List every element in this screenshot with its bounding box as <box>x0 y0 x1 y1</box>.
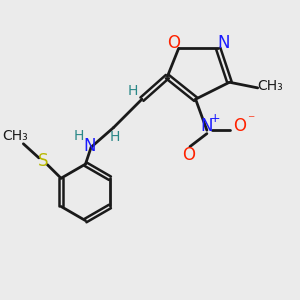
Text: CH₃: CH₃ <box>257 80 283 94</box>
Text: H: H <box>128 84 138 98</box>
Text: O: O <box>167 34 180 52</box>
Text: S: S <box>38 152 48 170</box>
Text: H: H <box>110 130 120 144</box>
Text: N: N <box>201 117 213 135</box>
Text: N: N <box>217 34 230 52</box>
Text: H: H <box>74 129 85 143</box>
Text: O: O <box>233 117 246 135</box>
Text: ⁻: ⁻ <box>247 113 254 128</box>
Text: +: + <box>210 112 221 125</box>
Text: CH₃: CH₃ <box>2 129 28 143</box>
Text: O: O <box>182 146 195 164</box>
Text: N: N <box>83 137 96 155</box>
